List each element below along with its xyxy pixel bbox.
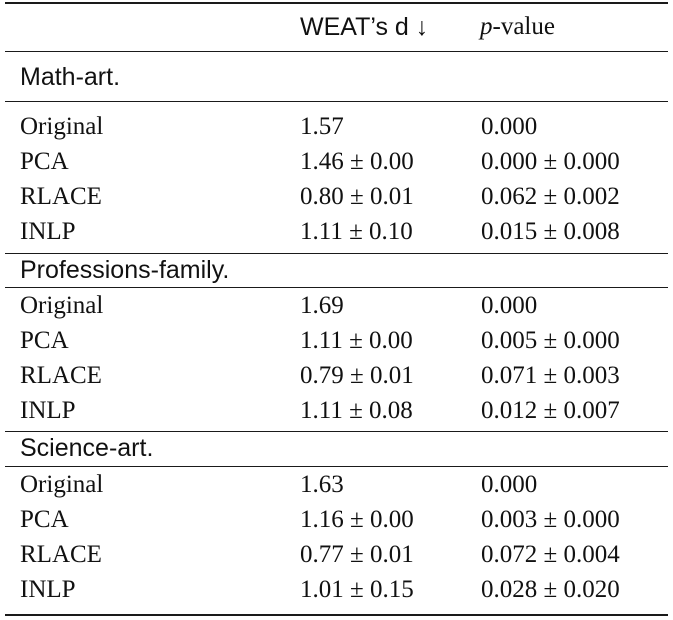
weat-d-cell: 0.79 ± 0.01	[300, 362, 414, 389]
section-title: Professions-family.	[20, 256, 230, 284]
weat-d-cell: 1.57	[300, 113, 344, 140]
table-row: Original 1.69 0.000	[0, 289, 673, 323]
section-rule	[5, 101, 668, 102]
p-value-cell: 0.000 ± 0.000	[481, 148, 620, 175]
method-cell: INLP	[20, 218, 76, 245]
weat-d-cell: 1.11 ± 0.08	[300, 397, 413, 424]
table-row: INLP 1.11 ± 0.08 0.012 ± 0.007	[0, 394, 673, 428]
p-value-cell: 0.005 ± 0.000	[481, 327, 620, 354]
section-rule	[5, 466, 668, 467]
top-rule	[5, 2, 668, 4]
p-value-cell: 0.071 ± 0.003	[481, 362, 620, 389]
section-rule	[5, 287, 668, 288]
weat-d-column-header: WEAT’s d ↓	[300, 13, 429, 41]
weat-d-cell: 1.01 ± 0.15	[300, 576, 414, 603]
table-row: INLP 1.11 ± 0.10 0.015 ± 0.008	[0, 215, 673, 249]
method-cell: PCA	[20, 506, 69, 533]
method-cell: Original	[20, 471, 104, 498]
table-row: RLACE 0.77 ± 0.01 0.072 ± 0.004	[0, 538, 673, 572]
table-row: RLACE 0.80 ± 0.01 0.062 ± 0.002	[0, 180, 673, 214]
weat-d-cell: 1.11 ± 0.00	[300, 327, 413, 354]
p-value-cell: 0.003 ± 0.000	[481, 506, 620, 533]
weat-d-cell: 1.69	[300, 292, 344, 319]
table-row: RLACE 0.79 ± 0.01 0.071 ± 0.003	[0, 359, 673, 393]
weat-d-cell: 1.16 ± 0.00	[300, 506, 414, 533]
method-cell: Original	[20, 292, 104, 319]
table-row: PCA 1.46 ± 0.00 0.000 ± 0.000	[0, 145, 673, 179]
table-row: PCA 1.11 ± 0.00 0.005 ± 0.000	[0, 324, 673, 358]
p-value-cell: 0.000	[481, 113, 538, 140]
table-row: Original 1.57 0.000	[0, 110, 673, 144]
section-title: Science-art.	[20, 434, 154, 462]
table-row: PCA 1.16 ± 0.00 0.003 ± 0.000	[0, 503, 673, 537]
method-cell: RLACE	[20, 362, 102, 389]
method-cell: PCA	[20, 148, 69, 175]
weat-d-cell: 1.46 ± 0.00	[300, 148, 414, 175]
table-row: Original 1.63 0.000	[0, 468, 673, 502]
p-value-cell: 0.062 ± 0.002	[481, 183, 620, 210]
section-rule	[5, 253, 668, 254]
weat-d-cell: 1.11 ± 0.10	[300, 218, 413, 245]
method-cell: RLACE	[20, 541, 102, 568]
method-cell: Original	[20, 113, 104, 140]
method-cell: INLP	[20, 576, 76, 603]
p-value-cell: 0.028 ± 0.020	[481, 576, 620, 603]
weat-d-cell: 1.63	[300, 471, 344, 498]
p-value-cell: 0.000	[481, 471, 538, 498]
method-cell: RLACE	[20, 183, 102, 210]
p-value-cell: 0.012 ± 0.007	[481, 397, 620, 424]
p-value-cell: 0.015 ± 0.008	[481, 218, 620, 245]
method-cell: PCA	[20, 327, 69, 354]
p-variable: p	[480, 13, 493, 40]
bottom-rule	[5, 614, 668, 616]
table-row: INLP 1.01 ± 0.15 0.028 ± 0.020	[0, 573, 673, 607]
method-cell: INLP	[20, 397, 76, 424]
p-value-column-header: p-value	[480, 12, 555, 42]
section-rule	[5, 431, 668, 432]
p-value-suffix: -value	[492, 13, 555, 40]
weat-d-cell: 0.77 ± 0.01	[300, 541, 414, 568]
p-value-cell: 0.072 ± 0.004	[481, 541, 620, 568]
header-rule	[5, 51, 668, 52]
section-title: Math-art.	[20, 63, 121, 91]
p-value-cell: 0.000	[481, 292, 538, 319]
weat-d-cell: 0.80 ± 0.01	[300, 183, 414, 210]
